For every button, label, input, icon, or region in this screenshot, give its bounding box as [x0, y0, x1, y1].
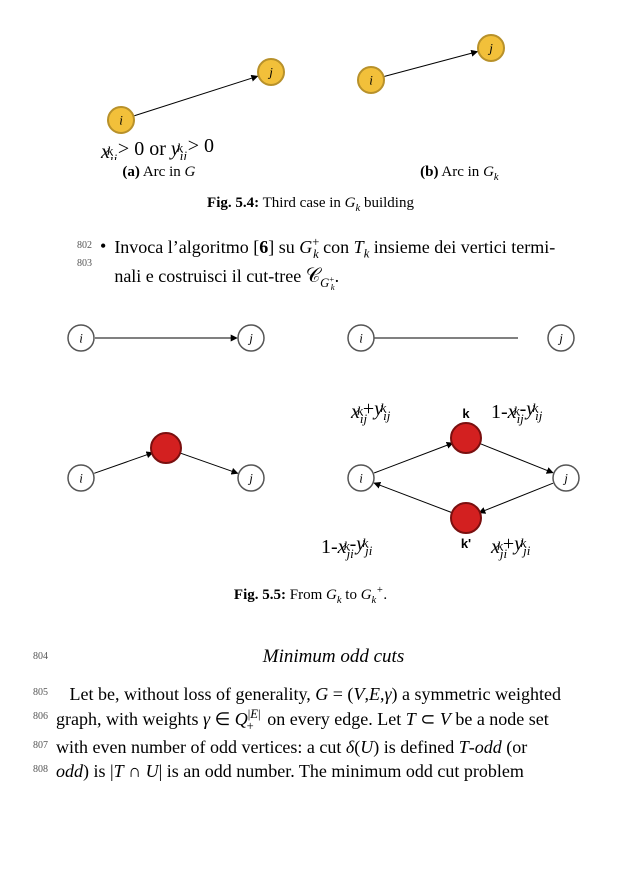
para-text: with even number of odd vertices: a cut … — [56, 735, 611, 759]
para-line: 805 Let be, without loss of generality, … — [10, 682, 611, 706]
para-line: 807with even number of odd vertices: a c… — [10, 735, 611, 759]
subcap-a: (a) Arc in G — [122, 162, 195, 185]
fig-5-4-caption-text: Third case in Gk building — [263, 195, 414, 211]
fig-5-4-caption-bold: Fig. 5.4: — [207, 195, 259, 211]
subcap-b: (b) Arc in Gk — [420, 162, 498, 185]
bullet-item: 802 803 • Invoca l’algoritmo [6] su G+k … — [54, 234, 611, 294]
fig-5-4: ijijxijk > 0 or yijk > 0 (a) Arc in G (b… — [10, 20, 611, 216]
fig-5-4-caption: Fig. 5.4: Third case in Gk building — [10, 193, 611, 216]
line-number: 803 — [54, 255, 92, 273]
bullet-text: Invoca l’algoritmo [6] su G+k con Tk ins… — [114, 234, 611, 294]
para-text: Let be, without loss of generality, G = … — [56, 682, 611, 706]
subcap-a-text: Arc in G — [143, 164, 196, 180]
svg-text:i: i — [79, 330, 83, 345]
svg-text:k': k' — [460, 536, 470, 551]
para-line: 806graph, with weights γ ∈ Q|E|+ on ever… — [10, 706, 611, 735]
section-heading: Minimum odd cuts — [56, 644, 611, 670]
svg-text:xijk > 0 or yijk > 0: xijk > 0 or yijk > 0 — [100, 135, 214, 160]
fig-5-5-caption-bold: Fig. 5.5: — [234, 587, 286, 603]
svg-text:xjik+yjik: xjik+yjik — [490, 533, 531, 561]
bullet-marker: • — [100, 234, 114, 294]
svg-text:i: i — [359, 470, 363, 485]
fig-5-4-svg: ijijxijk > 0 or yijk > 0 — [41, 20, 581, 160]
subcap-b-label: (b) — [420, 164, 438, 180]
subcap-a-label: (a) — [122, 164, 140, 180]
para-text: graph, with weights γ ∈ Q|E|+ on every e… — [56, 706, 611, 735]
svg-text:k: k — [462, 406, 470, 421]
line-number: 806 — [10, 706, 56, 735]
line-number: 807 — [10, 735, 56, 759]
line-number: 808 — [10, 759, 56, 783]
svg-text:i: i — [119, 113, 123, 128]
section-heading-row: 804 Minimum odd cuts — [10, 626, 611, 682]
fig-5-4-subcaptions: (a) Arc in G (b) Arc in Gk — [10, 162, 611, 185]
line-number: 805 — [10, 682, 56, 706]
svg-text:1-xjik-yjik: 1-xjik-yjik — [321, 533, 373, 561]
svg-text:i: i — [359, 330, 363, 345]
svg-text:xijk+yijk: xijk+yijk — [350, 398, 391, 426]
line-number: 802 — [54, 237, 92, 255]
para-line: 808odd) is |T ∩ U| is an odd number. The… — [10, 759, 611, 783]
svg-text:i: i — [79, 470, 83, 485]
svg-text:i: i — [369, 73, 373, 88]
para-text: odd) is |T ∩ U| is an odd number. The mi… — [56, 759, 611, 783]
fig-5-5-caption: Fig. 5.5: From Gk to Gk+. — [10, 584, 611, 608]
line-numbers: 802 803 — [54, 234, 100, 294]
fig-5-5-caption-text: From Gk to Gk+. — [290, 587, 387, 603]
svg-text:1-xijk-yijk: 1-xijk-yijk — [491, 398, 543, 426]
fig-5-5: ijijijijkk'xijk+yijk1-xijk-yijk1-xjik-yj… — [10, 308, 611, 608]
paragraph: 805 Let be, without loss of generality, … — [10, 682, 611, 783]
fig-5-5-svg: ijijijijkk'xijk+yijk1-xijk-yijk1-xjik-yj… — [21, 308, 601, 568]
subcap-b-text: Arc in Gk — [441, 164, 498, 180]
line-number: 804 — [10, 626, 56, 682]
